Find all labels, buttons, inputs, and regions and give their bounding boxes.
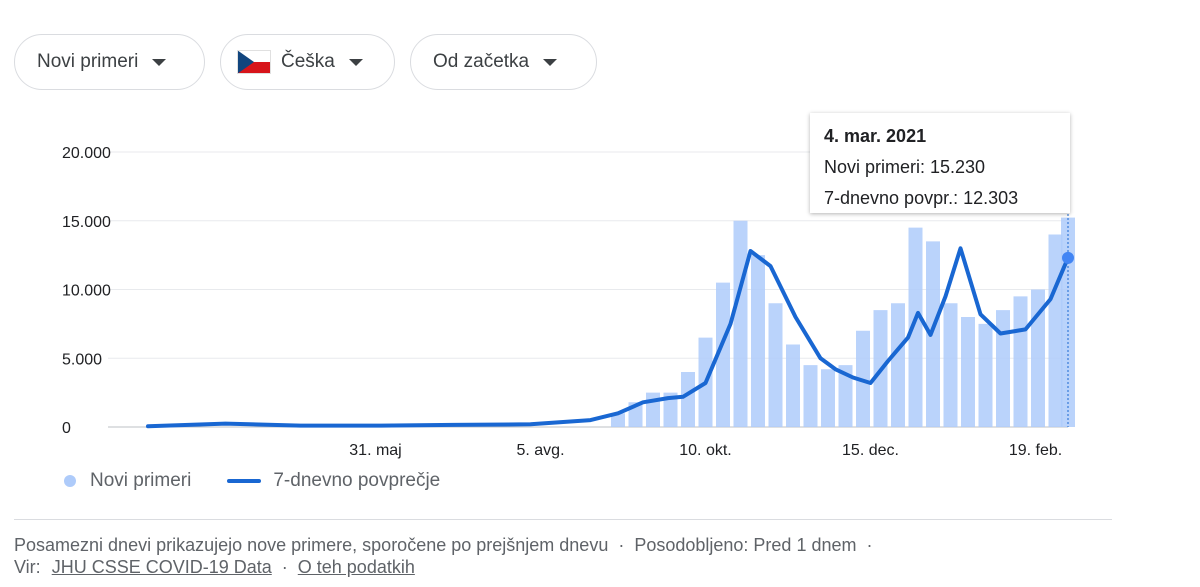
bar [716,282,730,427]
bar [978,323,993,427]
tooltip-new-cases: Novi primeri: 15.230 [824,157,986,177]
divider [14,519,1112,520]
bar [821,369,835,427]
y-tick-label: 15.000 [62,214,111,231]
bar [751,255,765,427]
bar [1048,234,1063,427]
footer-note-row: Posamezni dnevi prikazujejo nove primere… [14,535,873,555]
bar [611,413,625,427]
y-tick-label: 20.000 [62,145,111,162]
metric-filter-dropdown[interactable]: Novi primeri [14,34,205,90]
caret-down-icon [543,58,558,66]
metric-filter-label: Novi primeri [37,51,139,72]
x-tick-label: 5. avg. [516,442,564,459]
bar [663,392,678,427]
tooltip-date: 4. mar. 2021 [824,126,927,146]
bar [961,317,975,427]
tooltip-average: 7-dnevno povpr.: 12.303 [824,188,1019,208]
legend-bar-swatch [64,475,76,487]
range-filter-label: Od začetka [433,51,530,72]
x-tick-label: 31. maj [349,442,401,459]
country-filter-dropdown[interactable]: Češka [220,34,395,90]
legend-bars-label: Novi primeri [90,470,192,491]
average-line [146,246,1070,429]
bar [943,303,958,427]
bar [733,220,748,427]
footer-source-row: Vir: JHU CSSE COVID-19 Data · O teh podatk… [14,557,415,577]
hover-point[interactable] [1062,251,1074,264]
legend-line-label: 7-dnevno povprečje [273,470,441,491]
x-tick-label: 19. feb. [1009,442,1062,459]
y-tick-label: 0 [62,420,71,437]
chart-tooltip: 4. mar. 2021 Novi primeri: 15.230 7-dnev… [810,113,1070,213]
bar [803,365,818,427]
czech-flag-icon [237,50,271,74]
bar [996,310,1010,427]
bar [786,344,800,427]
footer-updated: Posodobljeno: Pred 1 dnem [634,535,857,555]
footer-source-prefix: Vir: [14,557,41,577]
caret-down-icon [348,58,363,66]
bar [891,303,905,427]
y-tick-label: 10.000 [62,283,111,300]
bar [1031,289,1045,427]
footer-note: Posamezni dnevi prikazujejo nove primere… [14,535,609,555]
bar [1013,296,1028,427]
bar [681,372,695,427]
caret-down-icon [152,58,167,66]
source-link[interactable]: JHU CSSE COVID-19 Data [51,557,272,577]
bar [838,365,853,427]
range-filter-dropdown[interactable]: Od začetka [410,34,597,90]
x-tick-label: 15. dec. [842,442,899,459]
bar [926,241,940,427]
bar [768,303,783,427]
y-tick-label: 5.000 [62,351,102,368]
about-data-link[interactable]: O teh podatkih [297,557,415,577]
chart-legend: Novi primeri 7-dnevno povprečje [64,470,440,492]
x-tick-label: 10. okt. [679,442,731,459]
country-filter-label: Češka [281,51,335,72]
legend-line-swatch [227,479,262,483]
bar [908,227,923,427]
cases-chart[interactable]: 0 5.000 10.000 15.000 20.000 31. maj 5. avg. 1… [0,100,1120,470]
